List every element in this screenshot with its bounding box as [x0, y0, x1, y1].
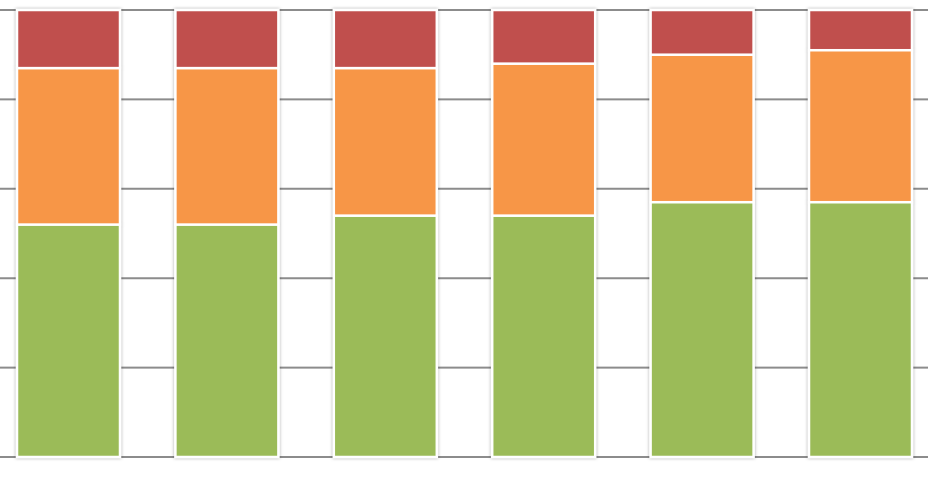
- bar-segment: [332, 8, 439, 70]
- bar-segment: [15, 66, 122, 226]
- bar-segment: [15, 223, 122, 459]
- bar-stack: [490, 8, 597, 459]
- bar-segment: [807, 200, 914, 459]
- bar-segment: [174, 223, 280, 459]
- bar-segment: [649, 8, 755, 56]
- bar-stack: [174, 8, 280, 459]
- bar-segment: [490, 8, 597, 65]
- bar-stack: [332, 8, 439, 459]
- bar-stack: [649, 8, 755, 459]
- bar-segment: [807, 8, 914, 52]
- bar-segment: [649, 53, 755, 204]
- bar-segment: [649, 200, 755, 459]
- bar-segment: [174, 66, 280, 226]
- grid: [0, 9, 928, 458]
- bar-stack: [807, 8, 914, 459]
- bar-segment: [490, 214, 597, 459]
- bar-segment: [15, 8, 122, 70]
- bars: [15, 8, 914, 459]
- bar-segment: [807, 48, 914, 204]
- bar-segment: [174, 8, 280, 70]
- bar-segment: [490, 62, 597, 217]
- bar-stack: [15, 8, 122, 459]
- bar-segment: [332, 214, 439, 459]
- bar-segment: [332, 66, 439, 217]
